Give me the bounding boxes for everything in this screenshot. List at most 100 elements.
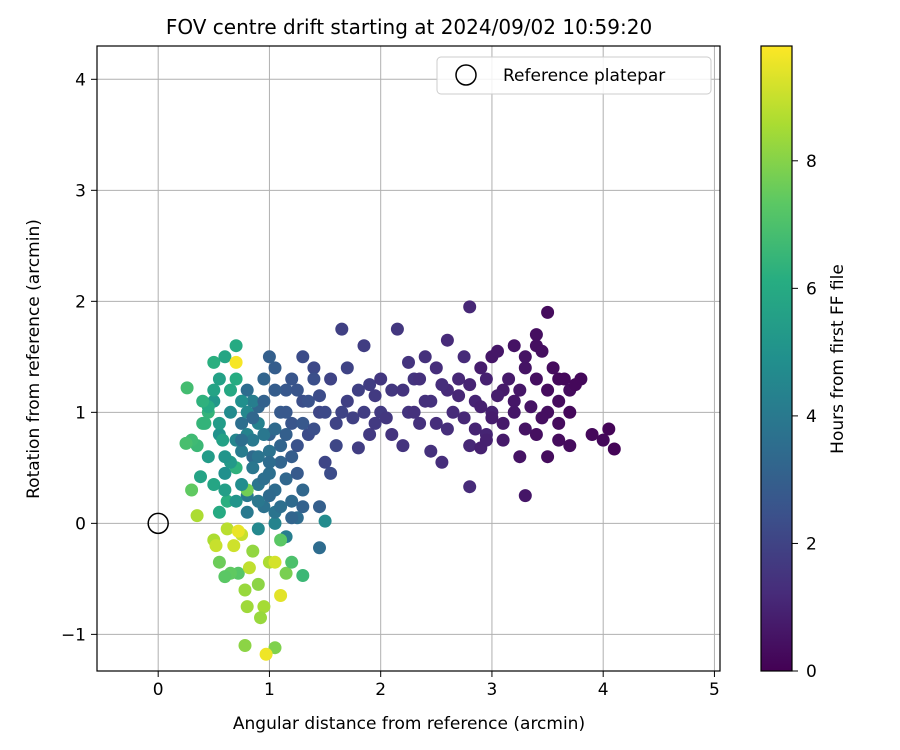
scatter-point <box>468 422 482 436</box>
scatter-point <box>301 394 315 408</box>
scatter-point <box>274 455 288 469</box>
scatter-point <box>402 355 415 369</box>
scatter-point <box>463 378 477 392</box>
scatter-point <box>307 422 321 436</box>
scatter-point <box>259 647 273 661</box>
scatter-point <box>357 405 371 419</box>
scatter-point <box>541 305 555 319</box>
scatter-point <box>229 494 243 508</box>
legend-marker <box>455 64 477 86</box>
colorbar-ticks: 0 2 4 6 8 <box>792 152 817 682</box>
scatter-point <box>602 422 616 436</box>
scatter-point <box>463 300 477 314</box>
scatter-point <box>413 416 427 430</box>
scatter-point <box>274 589 288 602</box>
scatter-point <box>513 450 527 464</box>
x-tick-label: 0 <box>153 680 164 700</box>
scatter-point <box>235 394 249 408</box>
scatter-point <box>196 394 210 408</box>
scatter-point <box>340 361 354 375</box>
scatter-point <box>307 361 321 375</box>
colorbar-tick-label: 6 <box>806 279 817 299</box>
scatter-point <box>268 516 282 530</box>
scatter-point <box>385 428 399 441</box>
scatter-point <box>296 350 310 364</box>
scatter-point <box>607 442 621 456</box>
scatter-point <box>474 400 488 414</box>
scatter-point <box>485 411 499 425</box>
scatter-point <box>357 339 371 353</box>
scatter-point <box>235 433 249 447</box>
scatter-point <box>285 450 299 464</box>
scatter-point <box>268 383 282 397</box>
y-tick-label: 1 <box>75 403 86 423</box>
scatter-point <box>285 511 299 525</box>
scatter-point <box>491 344 504 358</box>
x-axis: 0 1 2 3 4 5 <box>153 671 720 700</box>
x-tick-label: 5 <box>709 680 720 700</box>
scatter-point <box>335 322 349 336</box>
scatter-point <box>396 383 410 397</box>
scatter-point <box>218 466 232 480</box>
scatter-point <box>268 361 282 375</box>
scatter-point <box>529 372 543 386</box>
scatter-point <box>207 355 221 369</box>
scatter-point <box>212 372 226 386</box>
scatter-point <box>563 439 577 453</box>
scatter-point <box>440 422 454 436</box>
scatter-point <box>307 372 321 386</box>
scatter-point <box>257 394 271 408</box>
scatter-point <box>418 350 432 364</box>
scatter-point <box>496 433 510 447</box>
legend-entry-reference-platepar: Reference platepar <box>503 66 665 86</box>
scatter-point <box>368 389 382 403</box>
scatter-point <box>346 411 360 425</box>
scatter-point <box>313 500 326 514</box>
scatter-point <box>268 641 282 655</box>
scatter-point <box>524 400 538 414</box>
scatter-point <box>385 383 399 397</box>
scatter-point <box>285 555 299 569</box>
scatter-point <box>235 478 249 491</box>
scatter-point <box>440 333 454 347</box>
scatter-point <box>340 394 354 408</box>
scatter-point <box>507 339 521 353</box>
scatter-point <box>541 450 555 464</box>
colorbar-tick-label: 0 <box>806 662 817 682</box>
scatter-point <box>479 372 493 386</box>
scatter-point <box>552 416 566 430</box>
chart-title: FOV centre drift starting at 2024/09/02 … <box>166 15 652 39</box>
scatter-point <box>518 350 532 364</box>
scatter-point <box>557 372 571 386</box>
scatter-point <box>240 505 254 519</box>
scatter-point <box>246 433 260 447</box>
scatter-point <box>254 611 267 625</box>
scatter-point <box>585 428 599 441</box>
scatter-point <box>238 639 252 652</box>
scatter-point <box>596 433 610 447</box>
scatter-point <box>279 383 293 397</box>
scatter-point <box>218 570 232 584</box>
scatter-point <box>290 383 304 397</box>
scatter-point <box>296 569 310 582</box>
x-tick-label: 4 <box>598 680 609 700</box>
scatter-point <box>274 533 288 547</box>
scatter-point <box>229 339 243 353</box>
scatter-point <box>452 389 466 403</box>
scatter-point <box>546 361 560 375</box>
scatter-point <box>201 450 215 464</box>
scatter-point <box>296 500 310 514</box>
scatter-point <box>429 416 443 430</box>
scatter-point <box>212 505 226 519</box>
y-tick-label: −1 <box>61 625 86 645</box>
scatter-point <box>529 428 543 441</box>
scatter-point <box>246 544 260 558</box>
scatter-point <box>396 439 410 453</box>
reference-platepar-marker <box>147 512 169 535</box>
scatter-point <box>285 494 299 508</box>
scatter-point <box>274 500 288 514</box>
scatter-point <box>413 372 427 386</box>
scatter-point <box>279 566 293 580</box>
scatter-point <box>351 441 365 455</box>
scatter-point <box>274 439 288 453</box>
